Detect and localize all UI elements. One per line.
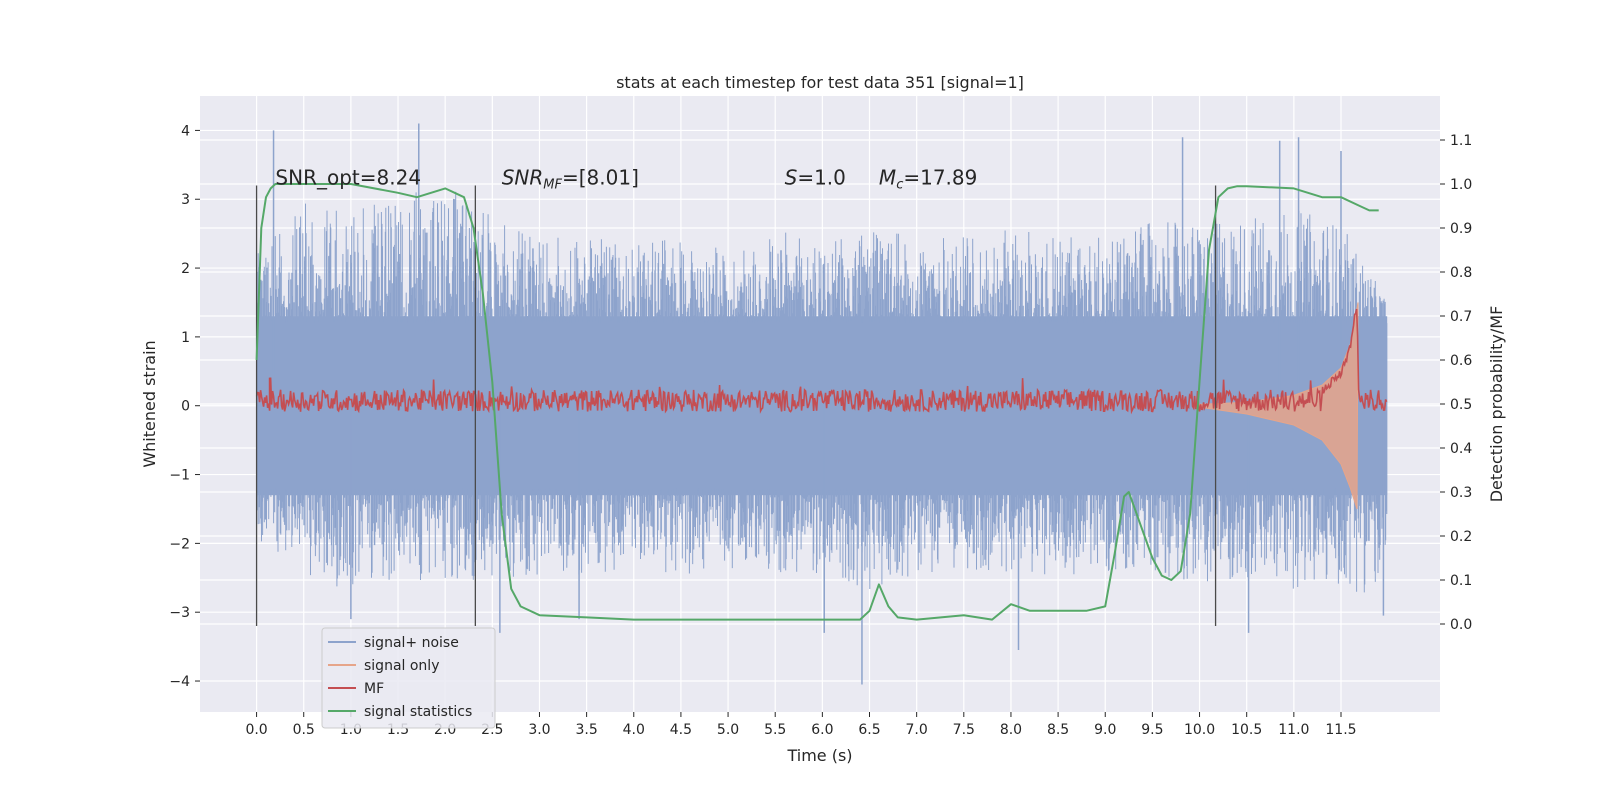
x-tick-label: 6.0: [811, 722, 833, 738]
x-tick-label: 6.5: [858, 722, 880, 738]
x-axis-label: Time (s): [786, 746, 852, 765]
series-signal-statistics: [255, 183, 1379, 621]
x-tick-label: 7.0: [906, 722, 928, 738]
annotation-mc-value: Mc=17.89: [879, 165, 977, 192]
x-tick-label: 9.5: [1141, 722, 1163, 738]
signal-only-trace: [1199, 302, 1359, 510]
y-right-tick-label: 0.4: [1450, 441, 1472, 457]
vertical-markers: [255, 185, 1217, 626]
x-tick-label: 9.0: [1094, 722, 1116, 738]
chart-title: stats at each timestep for test data 351…: [616, 73, 1024, 92]
x-tick-label: 11.0: [1278, 722, 1309, 738]
y-right-tick-label: 0.2: [1450, 529, 1472, 545]
series-signal-only: [1199, 302, 1359, 510]
y-tick-label: 1: [181, 330, 190, 346]
x-tick-label: 5.0: [717, 722, 739, 738]
x-tick-label: 10.5: [1231, 722, 1262, 738]
signal-statistics-trace: [255, 183, 1379, 621]
y-tick-label: 3: [181, 192, 190, 208]
y-tick-label: 0: [181, 399, 190, 415]
y-right-tick-label: 0.7: [1450, 309, 1472, 325]
annotations: SNR_opt=8.24 SNRMF=[8.01] S=1.0 Mc=17.89: [275, 165, 977, 192]
legend-label: signal statistics: [364, 704, 472, 720]
x-tick-label: 7.5: [953, 722, 975, 738]
x-tick-label: 0.0: [245, 722, 267, 738]
y-tick-label: −3: [169, 605, 190, 621]
y-right-tick-label: 0.9: [1450, 221, 1472, 237]
y-tick-label: −2: [169, 536, 190, 552]
x-tick-label: 0.5: [293, 722, 315, 738]
annotation-snr-opt: SNR_opt=8.24: [275, 165, 421, 189]
x-tick-label: 8.5: [1047, 722, 1069, 738]
x-tick-label: 4.0: [623, 722, 645, 738]
y-tick-label: −1: [169, 468, 190, 484]
y-tick-label: 2: [181, 261, 190, 277]
x-tick-label: 10.0: [1184, 722, 1215, 738]
legend-label: signal only: [364, 658, 439, 674]
legend-label: signal+ noise: [364, 635, 459, 651]
legend: signal+ noise signal only MF signal statist…: [321, 627, 496, 729]
x-tick-label: 5.5: [764, 722, 786, 738]
y-right-tick-label: 1.1: [1450, 133, 1472, 149]
y-axis-right-label: Detection probability/MF: [1487, 306, 1506, 503]
y-right-tick-label: 0.8: [1450, 265, 1472, 281]
y-right-tick-label: 1.0: [1450, 177, 1472, 193]
x-tick-label: 4.5: [670, 722, 692, 738]
x-tick-label: 11.5: [1325, 722, 1356, 738]
y-right-tick-label: 0.6: [1450, 353, 1472, 369]
x-tick-label: 3.5: [575, 722, 597, 738]
axes: 0.0 0.5 1.0 1.5 2.0 2.5 3.0 3.5 4.0 4.5 5.0 5.5 6.0 6…: [169, 123, 1472, 738]
y-tick-label: −4: [169, 674, 190, 690]
legend-box: [321, 627, 496, 729]
annotation-snr-mf: SNRMF=[8.01]: [502, 165, 639, 192]
y-right-tick-label: 0.3: [1450, 485, 1472, 501]
annotation-s-value: S=1.0: [785, 165, 846, 189]
y-right-tick-label: 0.1: [1450, 573, 1472, 589]
y-tick-label: 4: [181, 123, 190, 139]
y-right-tick-label: 0.5: [1450, 397, 1472, 413]
legend-label: MF: [364, 681, 384, 697]
x-tick-label: 8.0: [1000, 722, 1022, 738]
y-axis-label: Whitened strain: [140, 340, 159, 467]
x-tick-label: 3.0: [528, 722, 550, 738]
y-right-tick-label: 0.0: [1450, 617, 1472, 633]
